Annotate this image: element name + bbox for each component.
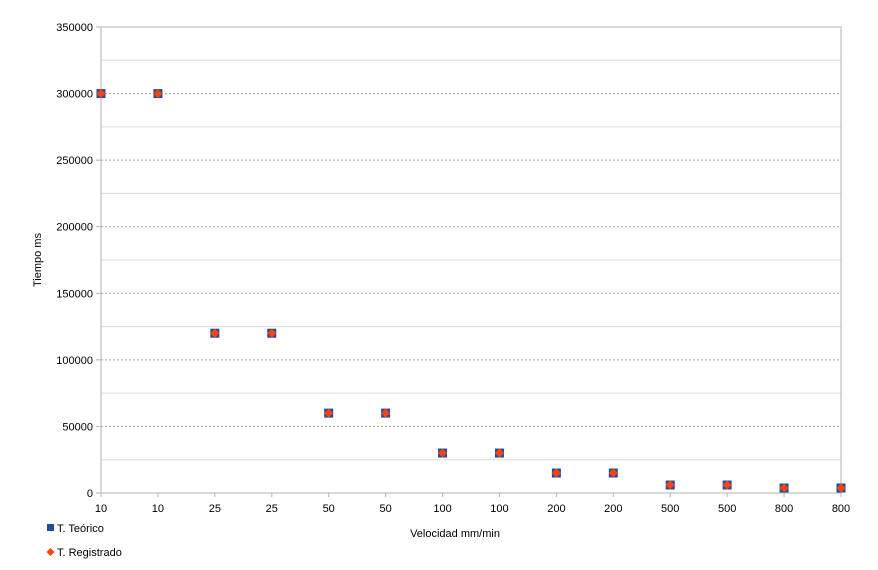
x-tick-label: 500 <box>661 503 679 515</box>
x-tick-label: 200 <box>604 503 622 515</box>
point-registrado <box>722 480 732 490</box>
grid-lines <box>101 59 841 461</box>
x-tick-label: 100 <box>433 503 451 515</box>
x-tick-label: 10 <box>95 503 107 515</box>
point-registrado <box>494 448 504 458</box>
y-tick-label: 50000 <box>62 421 93 433</box>
point-registrado <box>96 89 106 99</box>
point-registrado <box>267 328 277 338</box>
x-tick-label: 800 <box>775 503 793 515</box>
x-tick-label: 800 <box>832 503 850 515</box>
x-tick-label: 10 <box>152 503 164 515</box>
legend-label-teorico: T. Teórico <box>57 523 104 535</box>
y-tick-label: 0 <box>87 488 93 500</box>
point-registrado <box>665 480 675 490</box>
x-axis-label: Velocidad mm/min <box>410 528 500 540</box>
plot-frame <box>100 26 842 494</box>
y-tick-label: 200000 <box>56 222 93 234</box>
y-axis-ticks: 0 50000 100000 150000 200000 250000 300000 3500… <box>56 22 101 500</box>
x-axis-ticks: 10 10 25 25 50 50 100 100 200 200 500 500 800 800 <box>95 493 850 515</box>
y-tick-label: 150000 <box>56 288 93 300</box>
point-registrado <box>210 328 220 338</box>
y-tick-label: 300000 <box>56 89 93 101</box>
legend-label-registrado: T. Registrado <box>57 547 122 559</box>
y-tick-label: 250000 <box>56 155 93 167</box>
legend: T. Teórico T. Registrado <box>46 523 122 559</box>
plot-border <box>100 26 842 494</box>
x-tick-label: 50 <box>379 503 391 515</box>
y-axis-label: Tiempo ms <box>32 233 44 287</box>
data-points <box>96 89 846 493</box>
point-registrado <box>438 448 448 458</box>
x-tick-label: 500 <box>718 503 736 515</box>
point-registrado <box>551 468 561 478</box>
point-registrado <box>836 483 846 493</box>
y-tick-label: 100000 <box>56 355 93 367</box>
x-tick-label: 25 <box>266 503 278 515</box>
point-registrado <box>779 483 789 493</box>
y-tick-label: 350000 <box>56 22 93 34</box>
legend-swatch-registrado <box>46 548 55 556</box>
x-tick-label: 100 <box>490 503 508 515</box>
point-registrado <box>153 89 163 99</box>
x-tick-label: 25 <box>209 503 221 515</box>
point-registrado <box>608 468 618 478</box>
legend-swatch-teorico <box>47 524 54 531</box>
point-registrado <box>324 408 334 418</box>
point-registrado <box>381 408 391 418</box>
x-tick-label: 50 <box>323 503 335 515</box>
x-tick-label: 200 <box>547 503 565 515</box>
